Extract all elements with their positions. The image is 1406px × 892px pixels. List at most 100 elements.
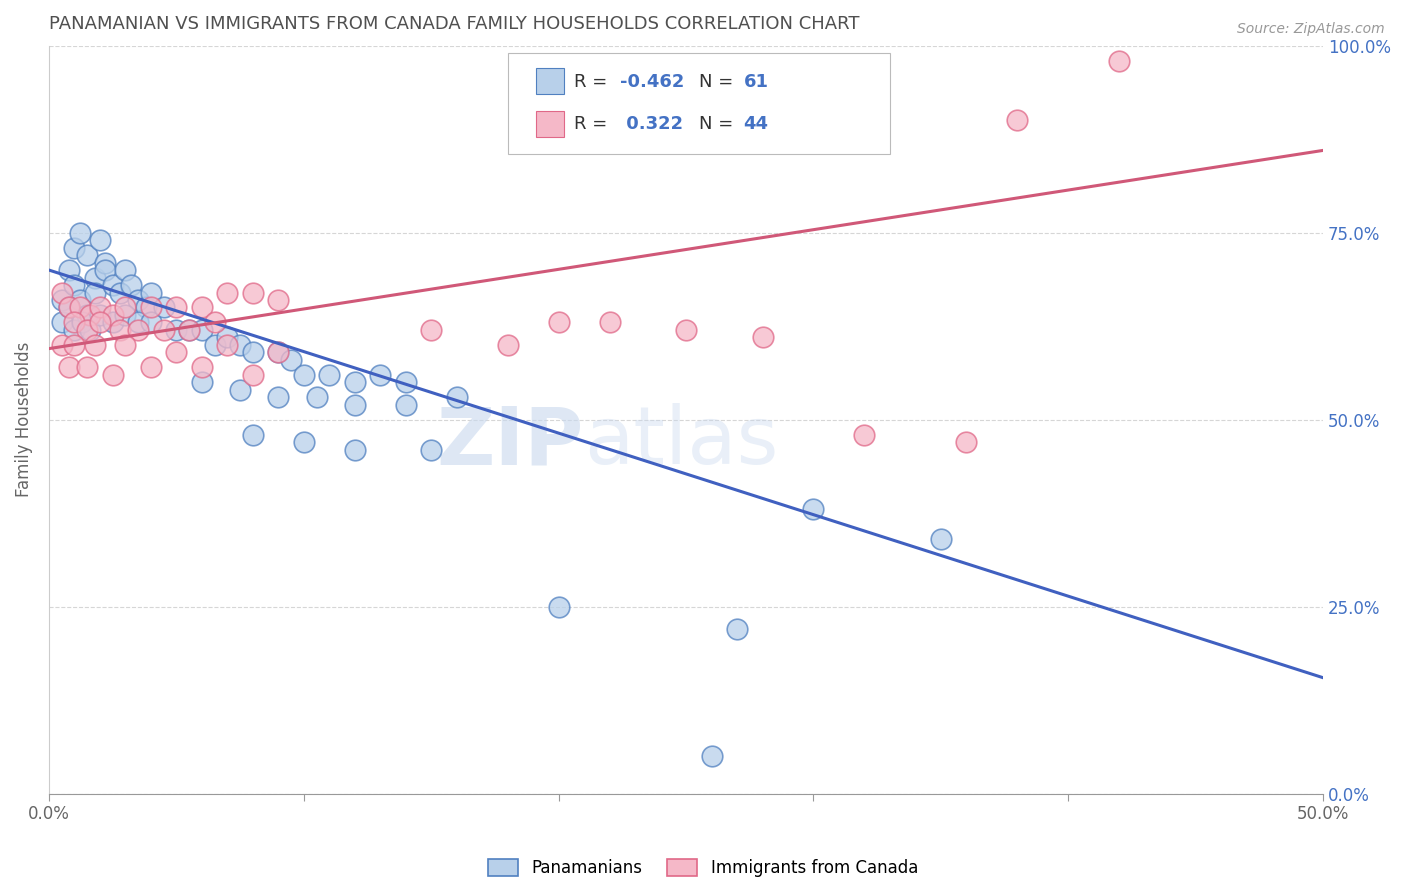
Point — [79, 323, 101, 337]
Point — [89, 301, 111, 315]
Point — [114, 263, 136, 277]
Point — [120, 278, 142, 293]
Point — [242, 285, 264, 300]
Point — [69, 293, 91, 307]
Point — [395, 376, 418, 390]
Point — [675, 323, 697, 337]
Point — [191, 301, 214, 315]
Point — [83, 270, 105, 285]
Point — [76, 360, 98, 375]
Point — [101, 278, 124, 293]
Text: -0.462: -0.462 — [620, 72, 685, 91]
Point — [751, 330, 773, 344]
Text: 44: 44 — [744, 115, 769, 133]
Point — [139, 360, 162, 375]
Text: R =: R = — [574, 115, 613, 133]
Point — [51, 285, 73, 300]
Point — [242, 427, 264, 442]
Point — [114, 301, 136, 315]
Point — [599, 315, 621, 329]
Point — [191, 376, 214, 390]
Point — [51, 315, 73, 329]
Point — [135, 301, 157, 315]
Point — [58, 301, 80, 315]
Point — [229, 383, 252, 397]
Point — [69, 301, 91, 315]
Point — [76, 308, 98, 322]
Point — [110, 323, 132, 337]
Point — [204, 338, 226, 352]
Point — [139, 315, 162, 329]
Point — [1007, 113, 1029, 128]
Text: R =: R = — [574, 72, 613, 91]
Point — [955, 435, 977, 450]
Point — [343, 442, 366, 457]
Point — [63, 338, 86, 352]
Point — [242, 368, 264, 382]
Point — [165, 345, 187, 359]
Point — [420, 442, 443, 457]
Text: atlas: atlas — [583, 403, 779, 481]
Point — [114, 308, 136, 322]
Point — [152, 301, 174, 315]
Text: 61: 61 — [744, 72, 769, 91]
Point — [700, 749, 723, 764]
FancyBboxPatch shape — [508, 54, 890, 154]
Point — [395, 398, 418, 412]
Point — [101, 308, 124, 322]
Point — [165, 301, 187, 315]
Point — [803, 502, 825, 516]
Point — [110, 285, 132, 300]
Point — [725, 622, 748, 636]
Point — [191, 323, 214, 337]
Point — [343, 376, 366, 390]
Point — [127, 315, 149, 329]
Text: PANAMANIAN VS IMMIGRANTS FROM CANADA FAMILY HOUSEHOLDS CORRELATION CHART: PANAMANIAN VS IMMIGRANTS FROM CANADA FAM… — [49, 15, 859, 33]
Point — [217, 285, 239, 300]
Point — [204, 315, 226, 329]
Point — [63, 241, 86, 255]
Point — [420, 323, 443, 337]
Point — [101, 315, 124, 329]
Text: N =: N = — [699, 72, 738, 91]
Point — [229, 338, 252, 352]
Point — [63, 323, 86, 337]
Point — [63, 315, 86, 329]
Point — [368, 368, 391, 382]
Point — [280, 352, 302, 367]
Point — [51, 338, 73, 352]
Point — [51, 293, 73, 307]
Point — [94, 255, 117, 269]
Point — [267, 293, 290, 307]
Point — [305, 390, 328, 404]
Y-axis label: Family Households: Family Households — [15, 342, 32, 498]
Point — [63, 278, 86, 293]
Point — [94, 263, 117, 277]
Point — [101, 368, 124, 382]
Point — [58, 360, 80, 375]
Text: N =: N = — [699, 115, 738, 133]
Point — [547, 315, 569, 329]
FancyBboxPatch shape — [536, 68, 564, 95]
Point — [496, 338, 519, 352]
Point — [547, 599, 569, 614]
Text: ZIP: ZIP — [437, 403, 583, 481]
Point — [292, 368, 315, 382]
Point — [152, 323, 174, 337]
Text: Source: ZipAtlas.com: Source: ZipAtlas.com — [1237, 22, 1385, 37]
Point — [70, 315, 93, 329]
Point — [165, 323, 187, 337]
Point — [89, 233, 111, 247]
Point — [179, 323, 201, 337]
Point — [267, 345, 290, 359]
Point — [58, 301, 80, 315]
FancyBboxPatch shape — [536, 111, 564, 137]
Point — [127, 323, 149, 337]
Point — [83, 285, 105, 300]
Point — [318, 368, 340, 382]
Point — [267, 390, 290, 404]
Point — [343, 398, 366, 412]
Point — [929, 533, 952, 547]
Point — [58, 263, 80, 277]
Point — [89, 315, 111, 329]
